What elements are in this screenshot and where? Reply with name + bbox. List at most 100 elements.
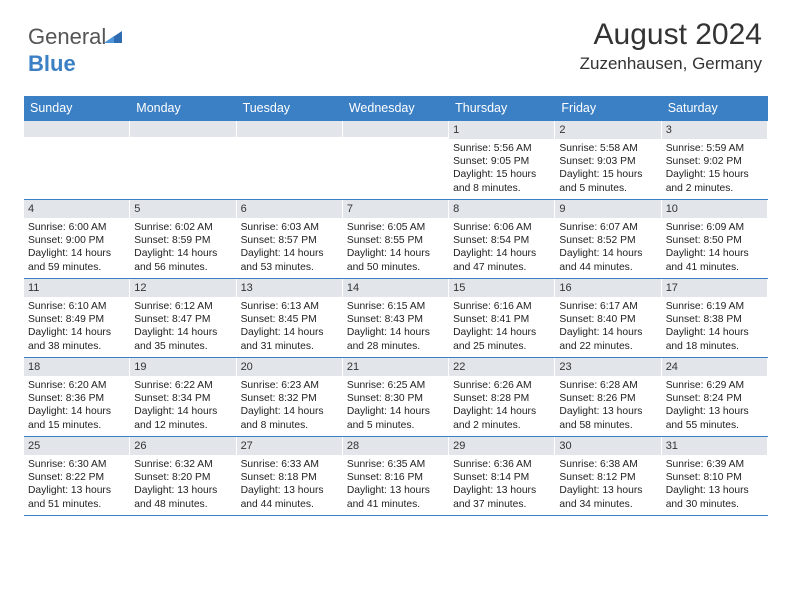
title-block: August 2024 Zuzenhausen, Germany — [580, 18, 762, 74]
day-number: 24 — [662, 358, 767, 376]
calendar-cell: 16Sunrise: 6:17 AM Sunset: 8:40 PM Dayli… — [555, 279, 661, 357]
day-number: 9 — [555, 200, 660, 218]
weekday-head: Thursday — [449, 96, 555, 120]
day-number — [24, 121, 129, 137]
weekday-head: Sunday — [24, 96, 130, 120]
day-details: Sunrise: 6:32 AM Sunset: 8:20 PM Dayligh… — [130, 455, 235, 515]
day-details: Sunrise: 6:07 AM Sunset: 8:52 PM Dayligh… — [555, 218, 660, 278]
weekday-head: Tuesday — [237, 96, 343, 120]
day-number: 17 — [662, 279, 767, 297]
day-details — [237, 137, 342, 144]
calendar-cell: 29Sunrise: 6:36 AM Sunset: 8:14 PM Dayli… — [449, 437, 555, 515]
day-details: Sunrise: 6:12 AM Sunset: 8:47 PM Dayligh… — [130, 297, 235, 357]
header: General Blue August 2024 Zuzenhausen, Ge… — [0, 0, 792, 96]
brand-part2: Blue — [28, 51, 76, 76]
day-details: Sunrise: 6:29 AM Sunset: 8:24 PM Dayligh… — [662, 376, 767, 436]
calendar-cell: 12Sunrise: 6:12 AM Sunset: 8:47 PM Dayli… — [130, 279, 236, 357]
calendar-cell: 28Sunrise: 6:35 AM Sunset: 8:16 PM Dayli… — [343, 437, 449, 515]
day-details — [130, 137, 235, 144]
calendar-cell: 15Sunrise: 6:16 AM Sunset: 8:41 PM Dayli… — [449, 279, 555, 357]
day-details: Sunrise: 6:26 AM Sunset: 8:28 PM Dayligh… — [449, 376, 554, 436]
calendar-row: 4Sunrise: 6:00 AM Sunset: 9:00 PM Daylig… — [24, 199, 768, 278]
day-number: 15 — [449, 279, 554, 297]
day-number — [343, 121, 448, 137]
day-details — [24, 137, 129, 144]
calendar-cell: 13Sunrise: 6:13 AM Sunset: 8:45 PM Dayli… — [237, 279, 343, 357]
weekday-head: Saturday — [662, 96, 768, 120]
calendar-row: 1Sunrise: 5:56 AM Sunset: 9:05 PM Daylig… — [24, 120, 768, 199]
day-number: 29 — [449, 437, 554, 455]
calendar-cell: 23Sunrise: 6:28 AM Sunset: 8:26 PM Dayli… — [555, 358, 661, 436]
day-number: 4 — [24, 200, 129, 218]
day-details: Sunrise: 6:03 AM Sunset: 8:57 PM Dayligh… — [237, 218, 342, 278]
day-number: 12 — [130, 279, 235, 297]
logo-triangle-icon — [104, 25, 124, 51]
calendar-cell — [237, 121, 343, 199]
month-title: August 2024 — [580, 18, 762, 52]
day-details: Sunrise: 6:33 AM Sunset: 8:18 PM Dayligh… — [237, 455, 342, 515]
calendar-cell: 30Sunrise: 6:38 AM Sunset: 8:12 PM Dayli… — [555, 437, 661, 515]
day-details: Sunrise: 6:15 AM Sunset: 8:43 PM Dayligh… — [343, 297, 448, 357]
calendar-cell: 6Sunrise: 6:03 AM Sunset: 8:57 PM Daylig… — [237, 200, 343, 278]
day-details: Sunrise: 6:35 AM Sunset: 8:16 PM Dayligh… — [343, 455, 448, 515]
calendar-cell: 17Sunrise: 6:19 AM Sunset: 8:38 PM Dayli… — [662, 279, 768, 357]
calendar-cell: 27Sunrise: 6:33 AM Sunset: 8:18 PM Dayli… — [237, 437, 343, 515]
day-details: Sunrise: 6:10 AM Sunset: 8:49 PM Dayligh… — [24, 297, 129, 357]
day-number: 14 — [343, 279, 448, 297]
day-number: 22 — [449, 358, 554, 376]
day-number: 19 — [130, 358, 235, 376]
calendar-cell: 7Sunrise: 6:05 AM Sunset: 8:55 PM Daylig… — [343, 200, 449, 278]
day-details: Sunrise: 6:38 AM Sunset: 8:12 PM Dayligh… — [555, 455, 660, 515]
calendar-cell: 24Sunrise: 6:29 AM Sunset: 8:24 PM Dayli… — [662, 358, 768, 436]
day-details: Sunrise: 6:25 AM Sunset: 8:30 PM Dayligh… — [343, 376, 448, 436]
day-number — [237, 121, 342, 137]
day-details: Sunrise: 6:19 AM Sunset: 8:38 PM Dayligh… — [662, 297, 767, 357]
day-details: Sunrise: 6:00 AM Sunset: 9:00 PM Dayligh… — [24, 218, 129, 278]
day-number: 10 — [662, 200, 767, 218]
brand-logo: General Blue — [28, 24, 124, 77]
day-number: 13 — [237, 279, 342, 297]
day-details: Sunrise: 5:59 AM Sunset: 9:02 PM Dayligh… — [662, 139, 767, 199]
day-number: 21 — [343, 358, 448, 376]
weekday-head: Monday — [130, 96, 236, 120]
calendar-cell: 18Sunrise: 6:20 AM Sunset: 8:36 PM Dayli… — [24, 358, 130, 436]
day-details — [343, 137, 448, 144]
day-details: Sunrise: 6:09 AM Sunset: 8:50 PM Dayligh… — [662, 218, 767, 278]
day-details: Sunrise: 6:36 AM Sunset: 8:14 PM Dayligh… — [449, 455, 554, 515]
day-number: 16 — [555, 279, 660, 297]
calendar-row: 25Sunrise: 6:30 AM Sunset: 8:22 PM Dayli… — [24, 436, 768, 516]
calendar: Sunday Monday Tuesday Wednesday Thursday… — [24, 96, 768, 516]
weekday-head: Friday — [555, 96, 661, 120]
calendar-cell: 11Sunrise: 6:10 AM Sunset: 8:49 PM Dayli… — [24, 279, 130, 357]
calendar-cell: 25Sunrise: 6:30 AM Sunset: 8:22 PM Dayli… — [24, 437, 130, 515]
day-details: Sunrise: 6:13 AM Sunset: 8:45 PM Dayligh… — [237, 297, 342, 357]
calendar-cell: 20Sunrise: 6:23 AM Sunset: 8:32 PM Dayli… — [237, 358, 343, 436]
calendar-cell: 19Sunrise: 6:22 AM Sunset: 8:34 PM Dayli… — [130, 358, 236, 436]
calendar-cell: 3Sunrise: 5:59 AM Sunset: 9:02 PM Daylig… — [662, 121, 768, 199]
day-number: 26 — [130, 437, 235, 455]
calendar-cell: 21Sunrise: 6:25 AM Sunset: 8:30 PM Dayli… — [343, 358, 449, 436]
day-details: Sunrise: 6:20 AM Sunset: 8:36 PM Dayligh… — [24, 376, 129, 436]
day-details: Sunrise: 6:06 AM Sunset: 8:54 PM Dayligh… — [449, 218, 554, 278]
day-details: Sunrise: 6:05 AM Sunset: 8:55 PM Dayligh… — [343, 218, 448, 278]
calendar-cell: 9Sunrise: 6:07 AM Sunset: 8:52 PM Daylig… — [555, 200, 661, 278]
day-number: 27 — [237, 437, 342, 455]
calendar-cell: 1Sunrise: 5:56 AM Sunset: 9:05 PM Daylig… — [449, 121, 555, 199]
calendar-cell — [130, 121, 236, 199]
day-number: 25 — [24, 437, 129, 455]
day-number: 31 — [662, 437, 767, 455]
calendar-cell: 2Sunrise: 5:58 AM Sunset: 9:03 PM Daylig… — [555, 121, 661, 199]
day-number: 11 — [24, 279, 129, 297]
calendar-cell — [24, 121, 130, 199]
day-number: 8 — [449, 200, 554, 218]
calendar-row: 11Sunrise: 6:10 AM Sunset: 8:49 PM Dayli… — [24, 278, 768, 357]
day-number: 6 — [237, 200, 342, 218]
calendar-cell: 31Sunrise: 6:39 AM Sunset: 8:10 PM Dayli… — [662, 437, 768, 515]
calendar-cell: 14Sunrise: 6:15 AM Sunset: 8:43 PM Dayli… — [343, 279, 449, 357]
calendar-cell: 26Sunrise: 6:32 AM Sunset: 8:20 PM Dayli… — [130, 437, 236, 515]
brand-part1: General — [28, 24, 106, 49]
day-details: Sunrise: 6:39 AM Sunset: 8:10 PM Dayligh… — [662, 455, 767, 515]
calendar-cell: 8Sunrise: 6:06 AM Sunset: 8:54 PM Daylig… — [449, 200, 555, 278]
day-details: Sunrise: 6:17 AM Sunset: 8:40 PM Dayligh… — [555, 297, 660, 357]
day-number: 20 — [237, 358, 342, 376]
